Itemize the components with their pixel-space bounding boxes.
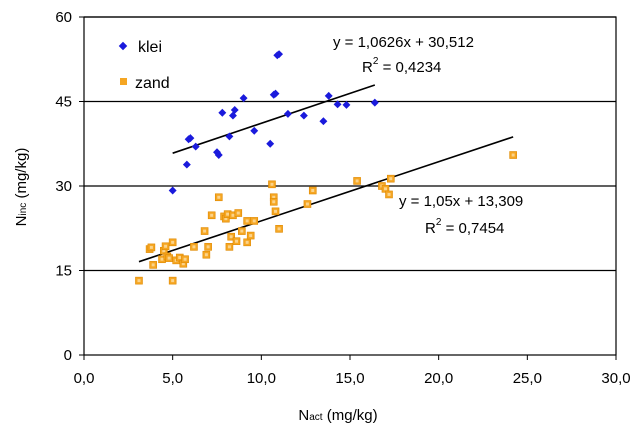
legend-item-klei: klei: [118, 39, 162, 56]
point-klei: [225, 132, 234, 141]
point-zand-inner: [183, 257, 187, 261]
point-zand-inner: [171, 240, 175, 244]
point-klei: [186, 134, 195, 143]
point-zand-inner: [192, 245, 196, 249]
point-zand-inner: [245, 240, 249, 244]
legend-label-zand: zand: [135, 75, 170, 92]
point-zand-inner: [240, 229, 244, 233]
point-zand-inner: [162, 249, 166, 253]
x-tick-label: 0,0: [74, 370, 95, 387]
klei-r2-prefix: R: [362, 59, 373, 76]
point-klei: [214, 151, 223, 159]
point-klei: [168, 186, 177, 195]
y-axis-label-unit: (mg/kg): [13, 148, 30, 203]
point-zand-inner: [203, 229, 207, 233]
x-tick-label: 10,0: [247, 370, 276, 387]
x-tick-label: 25,0: [513, 370, 542, 387]
point-zand-inner: [236, 211, 240, 215]
point-zand-inner: [226, 212, 230, 216]
klei-r2-value: = 0,4234: [378, 59, 441, 76]
point-zand-inner: [217, 195, 221, 199]
point-zand-inner: [383, 187, 387, 191]
x-tick-label: 5,0: [162, 370, 183, 387]
point-zand-inner: [137, 279, 141, 283]
trendline-zand: [138, 136, 514, 263]
x-axis-label-main: N: [298, 407, 309, 424]
point-klei: [230, 105, 239, 114]
point-zand-inner: [245, 219, 249, 223]
point-zand-inner: [227, 245, 231, 249]
y-tick-label: 45: [55, 94, 72, 111]
point-klei: [182, 160, 191, 169]
zand-r2-prefix: R: [425, 220, 436, 237]
point-zand-inner: [270, 182, 274, 186]
legend-label-klei: klei: [138, 39, 162, 56]
zand-trend-equation: y = 1,05x + 13,309: [399, 193, 523, 210]
point-zand-inner: [311, 189, 315, 193]
zand-r2-sup: 2: [436, 217, 442, 228]
legend-marker-klei: [118, 41, 128, 51]
y-tick-label: 0: [64, 347, 72, 364]
y-axis-label-sub: inc: [18, 203, 29, 216]
trendline-klei: [172, 84, 376, 154]
point-zand-inner: [167, 256, 171, 260]
point-zand-inner: [204, 253, 208, 257]
x-tick-label: 20,0: [424, 370, 453, 387]
axes: [79, 16, 617, 360]
legend-marker-zand: [120, 78, 127, 85]
point-zand-inner: [249, 234, 253, 238]
point-zand-inner: [178, 256, 182, 260]
point-zand-inner: [164, 244, 168, 248]
zand-r2-value: = 0,7454: [441, 220, 504, 237]
klei-trend-r2: R2 = 0,4234: [362, 56, 441, 76]
point-zand-inner: [511, 153, 515, 157]
point-zand-inner: [387, 192, 391, 196]
point-klei: [191, 142, 200, 151]
point-zand-inner: [272, 195, 276, 199]
trendlines: [138, 84, 514, 263]
y-tick-label: 15: [55, 263, 72, 280]
y-tick-label: 60: [55, 9, 72, 26]
x-tick-label: 15,0: [335, 370, 364, 387]
point-zand-inner: [181, 262, 185, 266]
x-axis-label-sub: act: [309, 412, 323, 423]
point-zand-inner: [274, 209, 278, 213]
x-axis-label: Nact (mg/kg): [298, 407, 377, 424]
y-axis-label-main: N: [13, 215, 30, 226]
klei-trend-equation: y = 1,0626x + 30,512: [333, 34, 474, 51]
point-klei: [266, 139, 275, 148]
point-zand-inner: [151, 263, 155, 267]
point-zand-inner: [229, 235, 233, 239]
point-zand-inner: [210, 213, 214, 217]
x-tick-label: 30,0: [601, 370, 630, 387]
legend: klei zand: [118, 39, 170, 92]
point-zand-inner: [206, 245, 210, 249]
point-zand-inner: [235, 239, 239, 243]
y-tick-label: 30: [55, 178, 72, 195]
point-zand-inner: [224, 217, 228, 221]
point-zand-inner: [149, 245, 153, 249]
y-axis-label: Ninc (mg/kg): [13, 148, 30, 227]
tick-labels: 0,0 5,0 10,0 15,0 20,0 25,0 30,0 0 15 30 45 60: [55, 9, 630, 387]
point-zand-inner: [272, 200, 276, 204]
x-axis-label-unit: (mg/kg): [323, 407, 378, 424]
data-points: [135, 50, 517, 285]
point-zand-inner: [252, 219, 256, 223]
zand-trend-r2: R2 = 0,7454: [425, 217, 504, 237]
point-zand-inner: [305, 202, 309, 206]
legend-item-zand: zand: [120, 75, 170, 92]
point-zand-inner: [171, 279, 175, 283]
point-zand-inner: [277, 227, 281, 231]
klei-r2-sup: 2: [373, 56, 379, 67]
point-zand-inner: [231, 213, 235, 217]
point-zand-inner: [389, 177, 393, 181]
point-zand-inner: [355, 179, 359, 183]
point-zand-inner: [160, 257, 164, 261]
